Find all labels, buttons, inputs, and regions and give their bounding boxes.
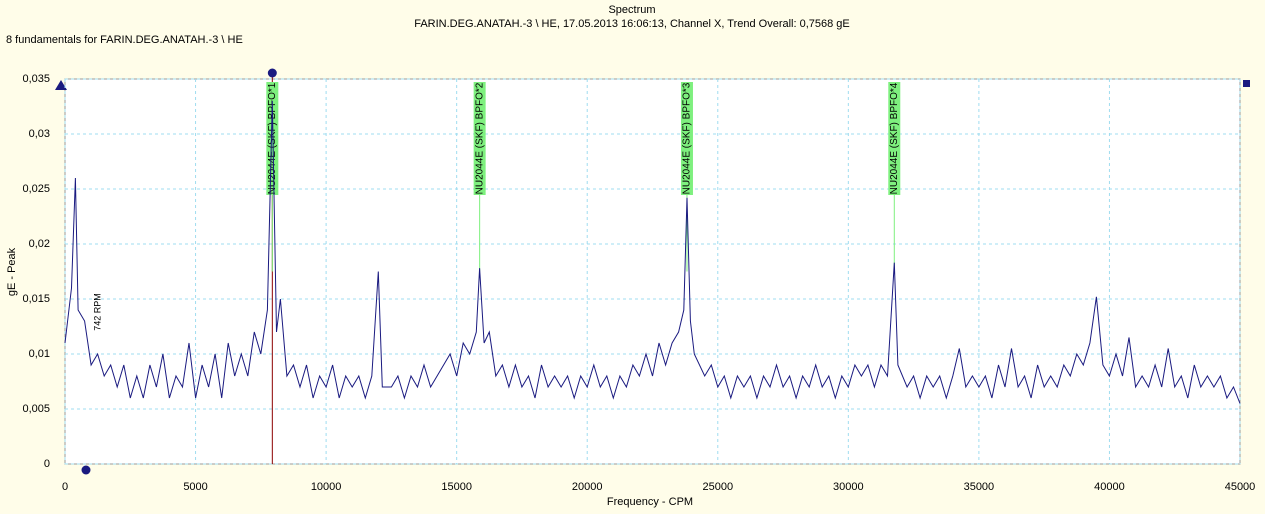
y-tick-label: 0,025 <box>22 183 50 195</box>
x-tick-label: 0 <box>62 481 68 493</box>
x-tick-label: 25000 <box>702 481 733 493</box>
marker-label: NU2044E (SKF) BPFO*1 <box>267 82 278 194</box>
x-tick-label: 35000 <box>964 481 995 493</box>
y-tick-label: 0,02 <box>29 238 50 250</box>
x-tick-label: 20000 <box>572 481 603 493</box>
marker-box <box>888 82 901 195</box>
y-tick-label: 0,015 <box>22 293 50 305</box>
marker-label: NU2044E (SKF) BPFO*4 <box>889 82 900 194</box>
chart-subtitle: FARIN.DEG.ANATAH.-3 \ HE, 17.05.2013 16:… <box>414 18 850 30</box>
marker-box <box>266 82 279 195</box>
note: 8 fundamentals for FARIN.DEG.ANATAH.-3 \… <box>6 34 243 46</box>
marker-box <box>680 82 693 195</box>
y-tick-label: 0,005 <box>22 403 50 415</box>
y-tick-label: 0 <box>44 458 50 470</box>
marker-box <box>473 82 486 195</box>
x-axis-label: Frequency - CPM <box>607 496 693 508</box>
x-tick-label: 15000 <box>441 481 472 493</box>
x-tick-label: 5000 <box>183 481 207 493</box>
y-axis-label: gE - Peak <box>6 247 18 296</box>
cursor-square <box>1243 80 1250 87</box>
cursor-dot <box>267 68 277 78</box>
y-tick-label: 0,01 <box>29 348 50 360</box>
chart-title: Spectrum <box>608 4 655 16</box>
marker-label: NU2044E (SKF) BPFO*3 <box>682 82 693 194</box>
rpm-label: 742 RPM <box>93 293 103 331</box>
cursor-triangle <box>55 80 67 90</box>
marker-label: NU2044E (SKF) BPFO*2 <box>474 82 485 194</box>
y-tick-label: 0,035 <box>22 73 50 85</box>
x-tick-label: 45000 <box>1225 481 1256 493</box>
x-tick-label: 30000 <box>833 481 864 493</box>
x-tick-label: 10000 <box>311 481 342 493</box>
cursor-dot <box>81 465 91 475</box>
plot-area <box>64 78 1241 465</box>
x-tick-label: 40000 <box>1094 481 1125 493</box>
spectrum-line <box>64 100 1241 404</box>
y-tick-label: 0,03 <box>29 128 50 140</box>
